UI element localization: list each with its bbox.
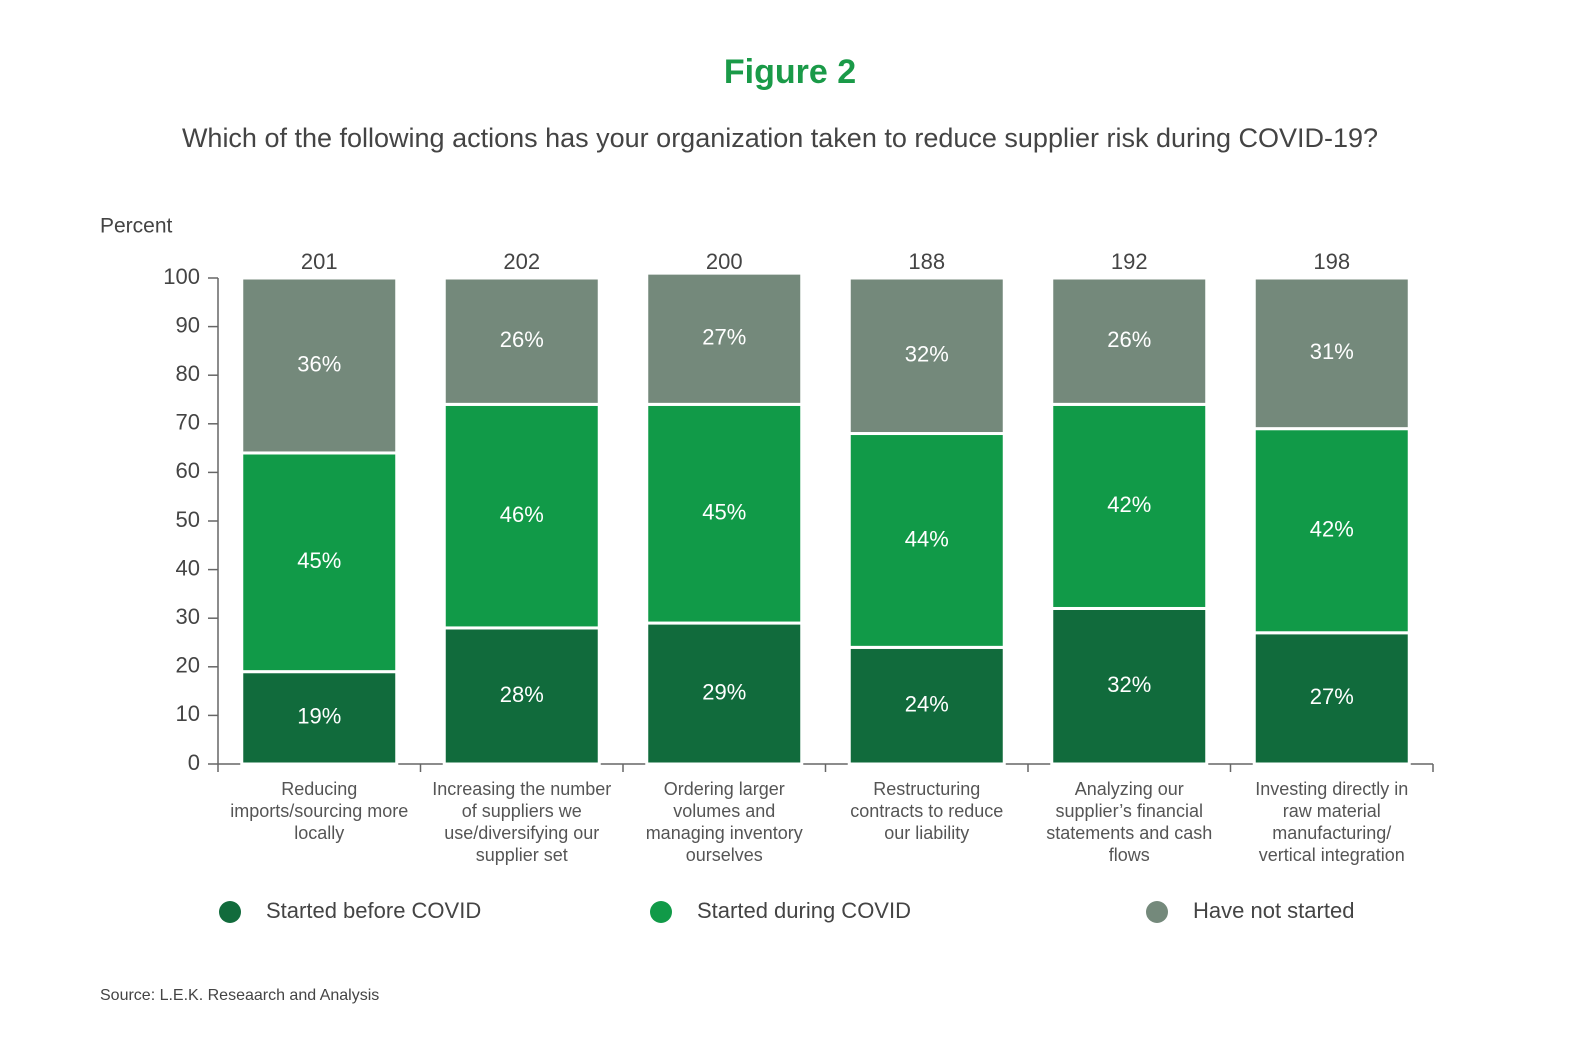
bar-segment xyxy=(645,621,804,766)
total-label: 192 xyxy=(1111,249,1148,274)
bar-segment xyxy=(442,276,601,406)
y-tick-label: 100 xyxy=(163,264,200,289)
legend-label: Have not started xyxy=(1193,898,1354,923)
bar-segment xyxy=(442,402,601,630)
y-tick-label: 80 xyxy=(176,361,200,386)
value-label: 42% xyxy=(1107,492,1151,517)
y-tick-label: 40 xyxy=(176,555,200,580)
total-label: 198 xyxy=(1313,249,1350,274)
value-label: 31% xyxy=(1310,339,1354,364)
value-label: 28% xyxy=(500,682,544,707)
y-tick-label: 20 xyxy=(176,653,200,678)
y-tick-label: 0 xyxy=(188,750,200,775)
chart-title: Figure 2 xyxy=(724,53,856,91)
value-label: 45% xyxy=(702,500,746,525)
x-tick-label: Ordering larger volumes and managing inv… xyxy=(645,779,803,865)
bar-segment xyxy=(442,626,601,766)
total-label: 200 xyxy=(706,249,743,274)
value-label: 26% xyxy=(500,327,544,352)
bar-segment xyxy=(240,670,399,766)
value-label: 27% xyxy=(1310,684,1354,709)
y-tick-label: 90 xyxy=(176,312,200,337)
value-label: 32% xyxy=(1107,672,1151,697)
bar-segment xyxy=(1252,276,1411,431)
x-tick-label: Investing directly in raw material manuf… xyxy=(1255,779,1409,865)
y-tick-label: 50 xyxy=(176,507,200,532)
value-label: 42% xyxy=(1310,517,1354,542)
value-label: 32% xyxy=(905,342,949,367)
x-tick-label: Analyzing our supplier’s financial state… xyxy=(1046,779,1213,865)
total-label: 201 xyxy=(301,249,338,274)
bar-segment xyxy=(847,432,1006,649)
legend-marker xyxy=(219,901,241,923)
legend-label: Started before COVID xyxy=(266,898,481,923)
bar-segment xyxy=(645,271,804,406)
bar-segment xyxy=(240,276,399,455)
legend-label: Started during COVID xyxy=(697,898,911,923)
value-label: 26% xyxy=(1107,327,1151,352)
x-tick-label: Increasing the number of suppliers we us… xyxy=(432,779,612,865)
y-axis-label: Percent xyxy=(100,215,173,238)
total-label: 188 xyxy=(908,249,945,274)
bar-segment xyxy=(645,402,804,625)
value-label: 45% xyxy=(297,548,341,573)
total-label: 202 xyxy=(503,249,540,274)
bar-segment xyxy=(1050,402,1209,610)
legend-marker xyxy=(650,901,672,923)
bar-segment xyxy=(240,451,399,674)
x-tick-label: Reducing imports/sourcing more locally xyxy=(230,779,409,843)
value-label: 19% xyxy=(297,704,341,729)
chart-subtitle: Which of the following actions has your … xyxy=(182,123,1378,153)
bar-segment xyxy=(1252,427,1411,635)
x-tick-label: Restructuring contracts to reduce our li… xyxy=(850,779,1004,843)
value-label: 36% xyxy=(297,351,341,376)
y-tick-label: 30 xyxy=(176,604,200,629)
bar-segment xyxy=(847,276,1006,436)
y-tick-label: 70 xyxy=(176,410,200,435)
value-label: 27% xyxy=(702,325,746,350)
value-label: 44% xyxy=(905,526,949,551)
bar-segment xyxy=(1050,606,1209,766)
y-tick-label: 60 xyxy=(176,458,200,483)
value-label: 29% xyxy=(702,679,746,704)
value-label: 46% xyxy=(500,502,544,527)
y-tick-label: 10 xyxy=(176,701,200,726)
bar-segment xyxy=(1050,276,1209,406)
source: Source: L.E.K. Reseaarch and Analysis xyxy=(100,987,379,1004)
legend-marker xyxy=(1146,901,1168,923)
bar-segment xyxy=(847,645,1006,766)
value-label: 24% xyxy=(905,691,949,716)
